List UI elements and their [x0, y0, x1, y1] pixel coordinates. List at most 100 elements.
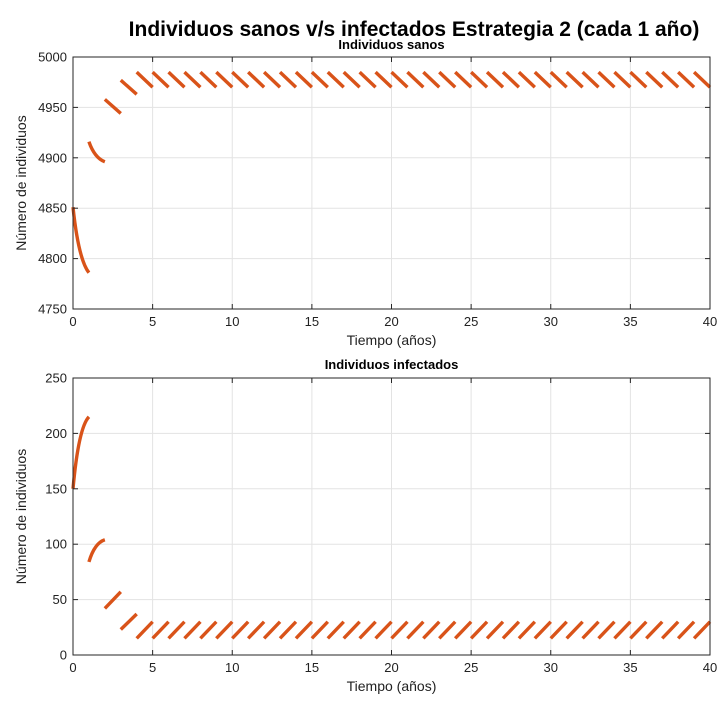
chart-0-line-segment-7: [183, 70, 202, 89]
chart-0-xlabel: Tiempo (años): [347, 332, 437, 348]
chart-0-line-segment-26: [485, 70, 505, 89]
chart-0-line-segment-22: [422, 70, 441, 89]
chart-0-line-segment-6: [167, 70, 186, 89]
chart-1-ytick-label-1: 50: [53, 592, 67, 607]
chart-0-title: Individuos sanos: [338, 37, 444, 52]
chart-0-ytick-label-0: 4750: [38, 302, 67, 317]
chart-1-line-segment-15: [310, 620, 330, 640]
chart-1-line-segment-25: [469, 620, 489, 640]
chart-1-xtick-label-2: 10: [225, 660, 239, 675]
chart-1-line-segment-17: [342, 620, 361, 640]
chart-0-line-segment-13: [278, 70, 298, 89]
chart-0-line-segment-8: [199, 70, 218, 89]
chart-1-title: Individuos infectados: [325, 357, 459, 372]
chart-1-line-segment-36: [645, 620, 664, 640]
chart-0-line-segment-33: [597, 70, 616, 89]
chart-1-line-segment-37: [660, 620, 680, 640]
chart-0-xtick-label-5: 25: [464, 314, 478, 329]
chart-1-xtick-label-4: 20: [384, 660, 398, 675]
chart-0-xtick-label-0: 0: [69, 314, 76, 329]
chart-0-xtick-label-4: 20: [384, 314, 398, 329]
chart-1-line-segment-33: [597, 620, 616, 640]
chart-0-ytick-label-2: 4850: [38, 201, 67, 216]
chart-1-line-segment-20: [390, 620, 409, 640]
chart-1-line-segment-35: [629, 620, 648, 640]
chart-0-line-segment-1: [87, 141, 106, 164]
chart-0-line-segment-17: [342, 70, 361, 89]
chart-1-line-segment-31: [565, 620, 584, 640]
chart-1-line-segment-18: [358, 620, 377, 640]
chart-1-line-segment-27: [501, 620, 521, 640]
chart-0-line-segment-23: [438, 70, 457, 89]
chart-1-line-segment-24: [453, 620, 473, 640]
chart-1-ylabel: Número de individuos: [13, 449, 29, 584]
chart-1-line-segment-1: [87, 538, 106, 563]
chart-1-line-segment-4: [135, 620, 154, 640]
chart-0-line-segment-35: [629, 70, 648, 89]
chart-1-line-segment-2: [103, 590, 123, 610]
chart-0-xtick-label-3: 15: [305, 314, 319, 329]
chart-1-line-segment-14: [294, 620, 314, 640]
chart-0-line-segment-27: [501, 70, 521, 89]
chart-1-line-segment-39: [692, 620, 712, 640]
chart-1-xtick-label-1: 5: [149, 660, 156, 675]
chart-0-line-segment-0: [71, 207, 91, 274]
chart-1-xtick-label-8: 40: [703, 660, 717, 675]
chart-0-line-segment-29: [533, 70, 552, 89]
chart-0-ytick-label-1: 4800: [38, 251, 67, 266]
figure-title: Individuos sanos v/s infectados Estrateg…: [129, 18, 700, 41]
chart-1-line-segment-7: [183, 620, 202, 640]
chart-0-line-segment-15: [310, 70, 329, 89]
chart-1-line-segment-30: [549, 620, 568, 640]
chart-1-line-segment-21: [406, 620, 425, 640]
chart-1-xtick-label-5: 25: [464, 660, 478, 675]
chart-1-line-segment-19: [374, 620, 393, 640]
chart-0-line-segment-39: [692, 70, 712, 89]
chart-0-line-segment-25: [469, 70, 489, 89]
chart-0-line-segment-21: [406, 70, 425, 89]
chart-0-line-segment-38: [676, 70, 696, 89]
chart-1-ytick-label-2: 100: [45, 537, 67, 552]
chart-0-line-segment-28: [517, 70, 536, 89]
chart-1-line-segment-22: [422, 620, 441, 640]
chart-1-line-segment-11: [246, 620, 266, 640]
chart-0-ytick-label-5: 5000: [38, 50, 67, 65]
chart-0-line-segment-31: [565, 70, 584, 89]
chart-1-line-segment-13: [278, 620, 298, 640]
chart-1-xtick-label-7: 35: [623, 660, 637, 675]
chart-1-ytick-label-3: 150: [45, 481, 67, 496]
chart-0-line-segment-20: [390, 70, 409, 89]
chart-0-ytick-label-4: 4950: [38, 100, 67, 115]
chart-1-line-segment-0: [71, 415, 91, 489]
chart-0-xtick-label-7: 35: [623, 314, 637, 329]
chart-1-line-segment-16: [326, 620, 345, 640]
chart-1-xtick-label-3: 15: [305, 660, 319, 675]
chart-0-line-segment-37: [661, 70, 680, 89]
chart-1-line-segment-8: [199, 620, 218, 640]
chart-0-line-segment-34: [613, 70, 632, 89]
chart-1-xtick-label-6: 30: [544, 660, 558, 675]
chart-1-ytick-label-4: 200: [45, 426, 67, 441]
chart-0-line-segment-4: [135, 70, 154, 89]
chart-0-line-segment-19: [374, 70, 393, 89]
chart-1-line-segment-38: [676, 620, 696, 640]
chart-0-line-segment-24: [454, 70, 473, 89]
chart-0-xtick-label-2: 10: [225, 314, 239, 329]
chart-0-line-segment-12: [262, 70, 282, 89]
chart-1-xlabel: Tiempo (años): [347, 678, 437, 694]
chart-1-line-segment-9: [215, 620, 234, 640]
chart-0-ylabel: Número de individuos: [13, 115, 29, 250]
chart-1-line-segment-5: [151, 620, 170, 640]
chart-0-line-segment-16: [326, 70, 345, 89]
chart-1-xtick-label-0: 0: [69, 660, 76, 675]
chart-panel-infectados: 0 5 10 15 20 25 30 35 40 0 50 100 150 200 250 Individuo…: [13, 357, 717, 694]
chart-0-line-segment-32: [581, 70, 600, 89]
chart-0-line-segment-14: [294, 70, 314, 89]
chart-panel-sanos: 0 5 10 15 20 25 30 35 40 4750 4800 4850 4900 4950 5000…: [13, 37, 717, 348]
chart-1-line-segment-3: [119, 612, 138, 631]
chart-1-line-segment-6: [167, 620, 186, 640]
chart-1-line-segment-28: [517, 620, 537, 640]
chart-0-line-segment-10: [231, 70, 250, 89]
chart-0-line-segment-30: [549, 70, 568, 89]
